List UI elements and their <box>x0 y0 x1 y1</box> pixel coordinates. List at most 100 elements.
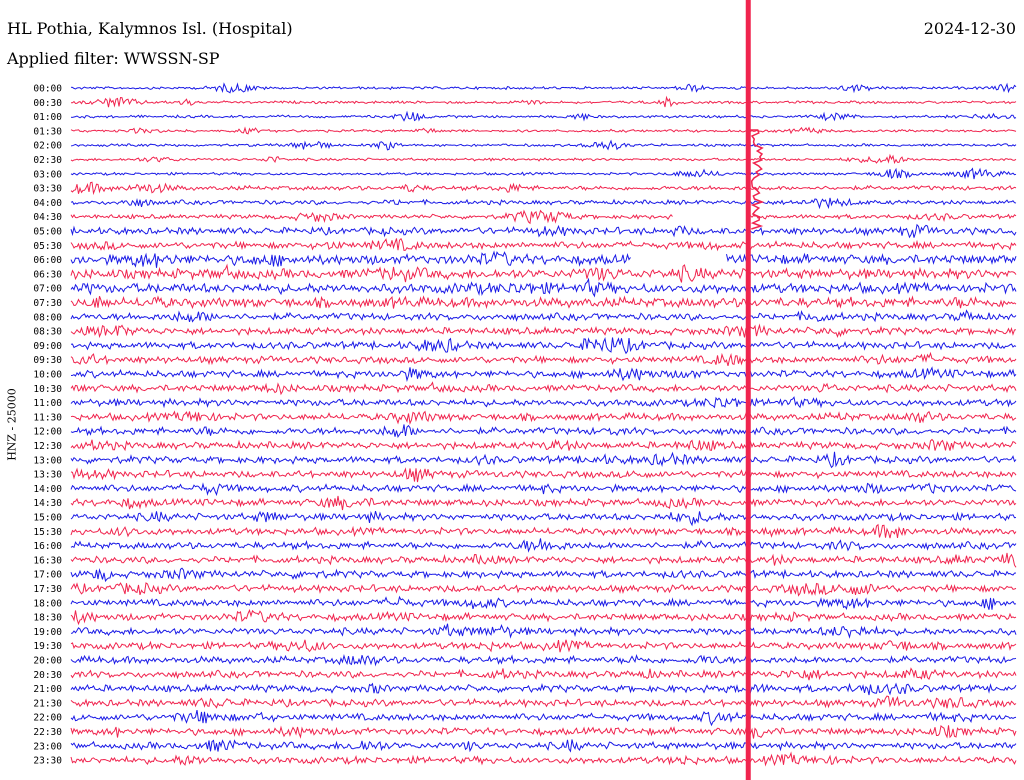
trace-row <box>70 467 1017 483</box>
row-time-label: 08:30 <box>33 327 62 338</box>
row-time-label: 07:30 <box>33 298 62 309</box>
event-signal-bar <box>745 0 751 780</box>
row-time-label: 12:30 <box>33 441 62 452</box>
row-time-label: 21:30 <box>33 698 62 709</box>
row-time-label: 12:00 <box>33 427 62 438</box>
trace-row <box>70 277 1017 298</box>
trace-row <box>70 709 1017 727</box>
row-time-label: 13:00 <box>33 455 62 466</box>
trace-row <box>70 209 1017 225</box>
trace-row <box>70 167 1017 180</box>
row-time-label: 23:30 <box>33 756 62 767</box>
row-time-label: 23:00 <box>33 741 62 752</box>
trace-row <box>70 250 1017 268</box>
row-time-label: 16:30 <box>33 555 62 566</box>
trace-row <box>70 510 1017 527</box>
trace-row <box>70 582 1017 597</box>
trace-row <box>70 608 1017 626</box>
row-time-label: 20:30 <box>33 670 62 681</box>
trace-row <box>70 424 1017 439</box>
trace-row <box>70 695 1017 710</box>
row-time-label: 11:00 <box>33 398 62 409</box>
row-time-label: 05:00 <box>33 227 62 238</box>
row-time-label: 11:30 <box>33 412 62 423</box>
row-time-label: 00:00 <box>33 84 62 95</box>
row-time-label: 14:30 <box>33 498 62 509</box>
trace-row <box>70 595 1017 610</box>
row-time-label: 15:30 <box>33 527 62 538</box>
trace-row <box>70 381 1017 396</box>
row-time-label: 05:30 <box>33 241 62 252</box>
row-time-label: 22:30 <box>33 727 62 738</box>
row-time-label: 10:30 <box>33 384 62 395</box>
trace-row <box>70 751 1017 767</box>
trace-row <box>70 337 1017 355</box>
trace-row <box>70 197 1017 210</box>
trace-lines <box>70 82 1017 767</box>
row-time-label: 18:00 <box>33 598 62 609</box>
row-time-label: 10:00 <box>33 370 62 381</box>
row-time-label: 19:30 <box>33 641 62 652</box>
trace-row <box>70 153 1017 165</box>
trace-row <box>70 263 1017 283</box>
row-time-label: 04:30 <box>33 212 62 223</box>
row-time-label: 03:30 <box>33 184 62 195</box>
event-coda <box>750 129 765 230</box>
trace-row <box>70 139 1017 151</box>
row-time-label: 09:00 <box>33 341 62 352</box>
trace-row <box>70 724 1017 739</box>
row-time-label: 00:30 <box>33 98 62 109</box>
trace-row <box>70 639 1017 653</box>
row-time-label: 09:30 <box>33 355 62 366</box>
trace-row <box>70 523 1017 539</box>
trace-row <box>70 667 1017 681</box>
row-time-label: 02:30 <box>33 155 62 166</box>
trace-row <box>71 95 1017 108</box>
row-time-label: 08:00 <box>33 312 62 323</box>
trace-row <box>70 396 1017 409</box>
row-time-label: 07:00 <box>33 284 62 295</box>
trace-row <box>70 451 1017 469</box>
trace-row <box>70 351 1017 367</box>
row-time-label: 18:30 <box>33 613 62 624</box>
trace-row <box>70 126 1017 135</box>
trace-row <box>70 110 1017 122</box>
row-time-label: 01:00 <box>33 112 62 123</box>
row-time-label: 15:00 <box>33 513 62 524</box>
trace-row <box>70 237 1017 252</box>
event-marker <box>745 0 765 780</box>
row-time-label: 14:00 <box>33 484 62 495</box>
row-time-label: 02:00 <box>33 141 62 152</box>
row-time-label: 17:00 <box>33 570 62 581</box>
trace-row <box>70 181 1017 196</box>
row-time-label: 06:30 <box>33 269 62 280</box>
row-time-label: 04:00 <box>33 198 62 209</box>
trace-row <box>70 552 1017 568</box>
trace-row <box>70 739 1017 753</box>
row-time-label: 21:00 <box>33 684 62 695</box>
trace-row <box>70 653 1017 667</box>
row-time-label: 03:00 <box>33 169 62 180</box>
row-time-label: 17:30 <box>33 584 62 595</box>
trace-row <box>70 538 1017 553</box>
trace-row <box>70 495 1017 511</box>
trace-row <box>70 295 1017 310</box>
row-time-label: 20:00 <box>33 656 62 667</box>
row-time-label: 01:30 <box>33 126 62 137</box>
trace-row <box>70 82 1017 94</box>
row-time-label: 06:00 <box>33 255 62 266</box>
row-time-label: 19:00 <box>33 627 62 638</box>
row-time-label: 16:00 <box>33 541 62 552</box>
trace-row <box>70 366 1017 383</box>
filter-label: Applied filter: WWSSN-SP <box>7 49 220 68</box>
record-date: 2024-12-30 <box>923 19 1016 38</box>
trace-row <box>70 309 1017 323</box>
station-title: HL Pothia, Kalymnos Isl. (Hospital) <box>7 19 293 38</box>
trace-row <box>70 482 1017 497</box>
trace-row <box>70 438 1017 452</box>
trace-row <box>70 410 1017 425</box>
row-time-label: 13:30 <box>33 470 62 481</box>
trace-row <box>70 682 1017 696</box>
trace-row <box>70 223 1017 239</box>
